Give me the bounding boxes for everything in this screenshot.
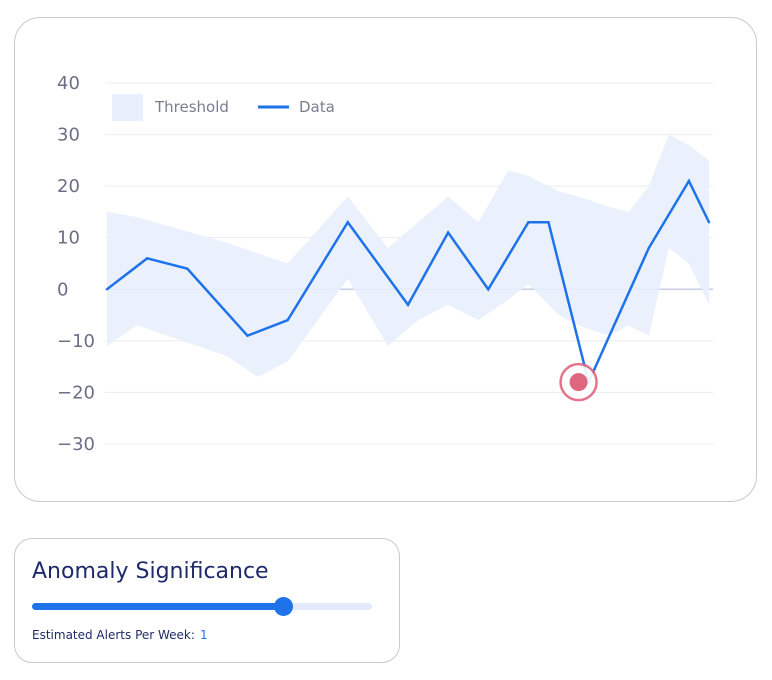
estimated-alerts-row: Estimated Alerts Per Week: 1 <box>32 628 208 642</box>
data-point <box>186 267 189 270</box>
legend-data-label: Data <box>299 98 335 116</box>
data-point <box>406 303 410 306</box>
y-tick-label: −30 <box>57 434 95 455</box>
legend-threshold-label: Threshold <box>154 98 229 116</box>
alerts-label: Estimated Alerts Per Week: <box>32 628 195 642</box>
data-point <box>145 257 149 260</box>
panel-title: Anomaly Significance <box>32 559 269 584</box>
threshold-band <box>107 134 709 377</box>
y-tick-label: 30 <box>57 125 80 146</box>
anomaly-marker <box>569 373 588 392</box>
data-point <box>547 221 550 224</box>
y-tick-label: −20 <box>57 382 95 403</box>
y-tick-label: 10 <box>57 228 80 249</box>
y-tick-label: 0 <box>57 279 68 300</box>
data-point <box>346 221 349 224</box>
slider-thumb[interactable] <box>273 597 293 616</box>
data-point <box>446 231 450 234</box>
y-tick-label: 40 <box>57 73 80 94</box>
alerts-value: 1 <box>199 628 208 642</box>
anomaly-chart: 40 30 20 10 0 −10 −20 −30 Threshold Data <box>57 73 713 455</box>
data-point <box>286 319 289 322</box>
y-tick-label: −10 <box>57 331 95 352</box>
data-point <box>487 288 490 291</box>
data-point <box>105 288 109 291</box>
slider-fill <box>32 603 284 610</box>
data-point <box>647 246 650 250</box>
legend-threshold-swatch <box>112 94 143 121</box>
anomaly-significance-panel: Anomaly Significance Estimated Alerts Pe… <box>14 538 400 663</box>
data-point <box>527 221 530 224</box>
data-point <box>246 334 249 337</box>
y-tick-label: 20 <box>57 176 80 197</box>
significance-slider[interactable] <box>32 597 372 616</box>
chart-card: 40 30 20 10 0 −10 −20 −30 Threshold Data <box>14 17 757 502</box>
data-point <box>687 179 691 183</box>
data-point <box>707 221 711 224</box>
